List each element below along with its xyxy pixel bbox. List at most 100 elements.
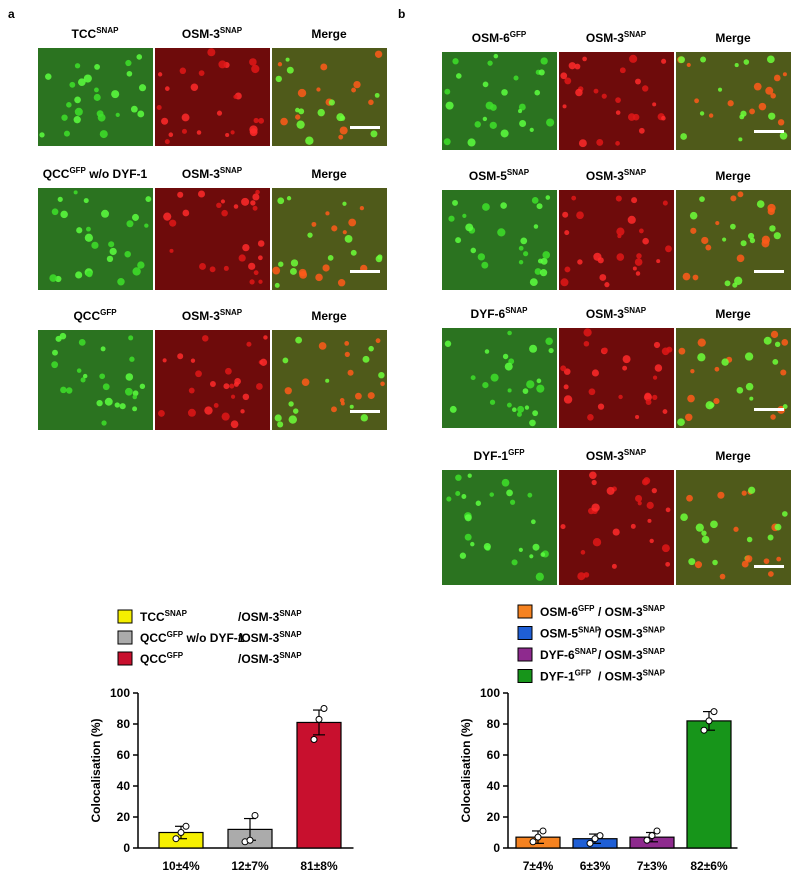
fluorescent-spot <box>583 340 590 347</box>
fluorescent-spot <box>520 237 528 245</box>
fluorescent-spot <box>126 70 133 77</box>
data-point <box>596 832 604 840</box>
fluorescent-spot <box>91 241 99 249</box>
micrograph <box>442 328 557 428</box>
fluorescent-spot <box>82 373 88 379</box>
fluorescent-spot <box>275 75 282 83</box>
legend-label: DYF-1GFP <box>540 669 592 684</box>
fluorescent-spot <box>699 196 705 202</box>
fluorescent-spot <box>574 63 581 70</box>
legend-label: DYF-6SNAP <box>540 647 598 662</box>
fluorescent-spot <box>249 125 258 134</box>
fluorescent-spot <box>748 486 756 494</box>
fluorescent-spot <box>132 406 138 412</box>
fluorescent-spot <box>129 356 135 362</box>
fluorescent-spot <box>722 237 727 242</box>
fluorescent-spot <box>259 358 268 366</box>
fluorescent-spot <box>571 195 577 201</box>
micrograph <box>38 330 153 430</box>
legend-swatch <box>117 651 133 666</box>
superscript: SNAP <box>624 306 647 315</box>
fluorescent-spot <box>774 341 781 348</box>
fluorescent-spot <box>108 241 115 248</box>
channel-label: OSM-3SNAP <box>586 448 647 463</box>
data-point <box>586 839 594 847</box>
fluorescent-spot <box>444 340 452 347</box>
fluorescent-spot <box>763 558 770 565</box>
fluorescent-spot <box>482 81 489 88</box>
fluorescent-spot <box>377 254 383 260</box>
fluorescent-spot <box>740 240 747 247</box>
fluorescent-spot <box>577 572 586 581</box>
fluorescent-spot <box>769 225 776 232</box>
channel-label: DYF-6SNAP <box>471 306 529 321</box>
fluorescent-spot <box>230 394 236 399</box>
fluorescent-spot <box>602 347 608 354</box>
data-point <box>710 708 718 716</box>
fluorescent-spot <box>781 339 789 346</box>
fluorescent-spot <box>615 97 621 103</box>
fluorescent-spot <box>489 104 497 111</box>
y-tick-label: 80 <box>487 717 501 731</box>
fluorescent-spot <box>686 62 691 68</box>
fluorescent-spot <box>749 237 756 244</box>
fluorescent-spot <box>618 394 623 400</box>
fluorescent-spot <box>744 352 754 361</box>
channel-label: Merge <box>311 309 347 323</box>
fluorescent-spot <box>522 388 529 394</box>
fluorescent-spot <box>282 357 289 364</box>
fluorescent-spot <box>359 205 365 211</box>
fluorescent-spot <box>516 411 522 417</box>
fluorescent-spot <box>651 487 657 494</box>
fluorescent-spot <box>169 248 174 253</box>
fluorescent-spot <box>257 240 265 247</box>
fluorescent-spot <box>207 48 216 57</box>
fluorescent-spot <box>560 278 569 287</box>
data-point <box>705 717 713 725</box>
legend-swatch <box>517 647 533 662</box>
fluorescent-spot <box>501 478 510 487</box>
fluorescent-spot <box>467 138 476 147</box>
fluorescent-spot <box>604 282 610 288</box>
fluorescent-spot <box>617 234 622 239</box>
fluorescent-spot <box>190 358 196 363</box>
fluorescent-spot <box>692 274 699 281</box>
fluorescent-spot <box>99 130 108 139</box>
fluorescent-spot <box>782 404 788 409</box>
micrograph <box>155 48 270 146</box>
fluorescent-spot <box>288 401 294 407</box>
fluorescent-spot <box>274 282 280 288</box>
fluorescent-spot <box>736 254 745 263</box>
fluorescent-spot <box>263 335 268 340</box>
legend-label: / OSM-3SNAP <box>598 604 666 619</box>
fluorescent-spot <box>772 358 779 365</box>
fluorescent-spot <box>562 211 569 218</box>
superscript: SNAP <box>279 609 302 618</box>
fluorescent-spot <box>202 335 209 342</box>
fluorescent-spot <box>258 279 263 284</box>
fluorescent-spot <box>611 563 617 569</box>
fluorescent-spot <box>277 62 283 67</box>
fluorescent-spot <box>536 384 545 393</box>
data-point <box>310 736 318 743</box>
fluorescent-spot <box>715 220 720 226</box>
fluorescent-spot <box>504 362 513 371</box>
fluorescent-spot <box>632 266 637 271</box>
fluorescent-spot <box>666 346 673 353</box>
fluorescent-spot <box>534 268 542 275</box>
micrograph-background <box>442 52 557 150</box>
micrograph <box>38 48 153 146</box>
data-point <box>534 833 542 841</box>
fluorescent-spot <box>128 335 134 341</box>
fluorescent-spot <box>526 380 535 389</box>
fluorescent-spot <box>652 102 657 107</box>
fluorescent-spot <box>645 399 652 405</box>
label-text: / OSM-3 <box>598 648 643 662</box>
channel-label: Merge <box>715 169 751 183</box>
fluorescent-spot <box>233 204 239 209</box>
superscript: SNAP <box>505 306 528 315</box>
fluorescent-spot <box>493 53 499 59</box>
fluorescent-spot <box>591 369 599 377</box>
fluorescent-spot <box>710 520 718 529</box>
fluorescent-spot <box>157 409 165 417</box>
